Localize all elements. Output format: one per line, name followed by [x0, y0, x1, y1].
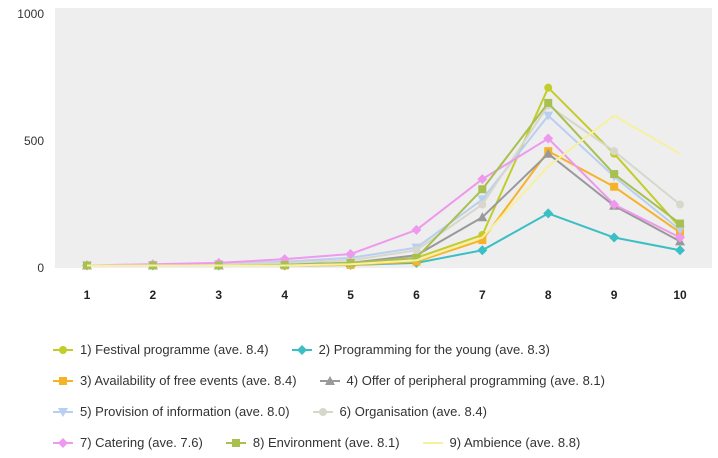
x-tick-label: 5 — [347, 288, 354, 302]
series-9 — [87, 114, 681, 267]
legend-label: 8) Environment (ave. 8.1) — [252, 435, 400, 450]
data-point — [543, 148, 554, 158]
x-tick-label: 10 — [673, 288, 687, 302]
legend-symbol — [324, 375, 335, 385]
data-point — [477, 174, 488, 185]
data-point — [610, 182, 619, 191]
data-point — [610, 147, 619, 156]
data-point — [543, 111, 554, 121]
legend-item-5[interactable]: 5) Provision of information (ave. 8.0) — [52, 404, 290, 419]
x-tick-label: 6 — [413, 288, 420, 302]
series-line — [87, 114, 681, 267]
legend-symbol — [59, 345, 67, 354]
legend-marker — [53, 376, 73, 385]
data-point — [543, 133, 554, 144]
legend-label: 1) Festival programme (ave. 8.4) — [80, 342, 269, 357]
legend-item-9[interactable]: 9) Ambience (ave. 8.8) — [422, 435, 581, 450]
legend-label: 5) Provision of information (ave. 8.0) — [80, 404, 290, 419]
x-tick-label: 3 — [215, 288, 222, 302]
legend-item-2[interactable]: 2) Programming for the young (ave. 8.3) — [291, 342, 550, 357]
legend-marker — [319, 375, 340, 385]
legend-item-4[interactable]: 4) Offer of peripheral programming (ave.… — [319, 373, 605, 388]
data-point — [675, 232, 685, 243]
data-point — [346, 258, 355, 267]
series-layer — [82, 83, 685, 271]
legend-item-8[interactable]: 8) Environment (ave. 8.1) — [225, 435, 400, 450]
data-point — [676, 200, 684, 209]
y-tick-label: 1000 — [17, 7, 44, 21]
data-point — [345, 249, 356, 260]
legend-label: 4) Offer of peripheral programming (ave.… — [346, 373, 605, 388]
x-tick-label: 2 — [150, 288, 157, 302]
legend-label: 6) Organisation (ave. 8.4) — [339, 404, 487, 419]
data-point — [610, 170, 619, 179]
legend-symbol — [318, 407, 327, 416]
data-point — [412, 246, 421, 255]
data-point — [477, 245, 488, 256]
legend-row: 5) Provision of information (ave. 8.0) 6… — [52, 396, 712, 427]
legend-marker — [53, 407, 73, 417]
legend-marker — [291, 344, 312, 355]
legend-marker — [225, 438, 246, 447]
x-tick-label: 4 — [281, 288, 288, 302]
x-tick-label: 9 — [611, 288, 618, 302]
legend-row: 7) Catering (ave. 7.6) 8) Environment (a… — [52, 427, 712, 458]
legend-symbol — [59, 376, 67, 385]
x-tick-label: 7 — [479, 288, 486, 302]
legend-symbol — [296, 344, 307, 355]
legend-marker — [53, 437, 73, 448]
data-point — [412, 253, 421, 262]
legend-item-7[interactable]: 7) Catering (ave. 7.6) — [52, 435, 203, 450]
series-line — [86, 137, 681, 267]
data-point — [477, 212, 488, 222]
x-tick-label: 8 — [545, 288, 552, 302]
data-point — [609, 199, 620, 210]
legend-label: 7) Catering (ave. 7.6) — [80, 435, 203, 450]
y-tick-label: 0 — [37, 261, 44, 275]
plot-area — [55, 8, 712, 268]
data-point — [544, 83, 553, 92]
data-point — [543, 208, 554, 219]
data-point — [544, 98, 553, 107]
data-point — [411, 224, 422, 235]
data-point — [675, 225, 685, 235]
y-axis-ticks: 0 500 1000 — [17, 7, 44, 275]
x-tick-label: 1 — [84, 288, 91, 302]
legend-item-6[interactable]: 6) Organisation (ave. 8.4) — [312, 404, 487, 419]
legend-item-1[interactable]: 1) Festival programme (ave. 8.4) — [52, 342, 269, 357]
data-point — [478, 185, 487, 194]
legend-label: 3) Availability of free events (ave. 8.4… — [80, 373, 297, 388]
legend-symbol — [58, 437, 68, 448]
legend-marker — [53, 345, 73, 354]
y-tick-label: 500 — [24, 134, 44, 148]
legend-marker — [422, 441, 443, 444]
legend-row: 3) Availability of free events (ave. 8.4… — [52, 365, 712, 396]
data-point — [675, 245, 685, 256]
data-point — [477, 195, 488, 205]
legend-marker — [312, 407, 333, 416]
legend-symbol — [231, 438, 240, 447]
data-point — [478, 200, 487, 209]
data-point — [478, 236, 487, 245]
data-point — [609, 232, 620, 243]
legend: 1) Festival programme (ave. 8.4) 2) Prog… — [52, 334, 712, 458]
data-point — [676, 219, 684, 228]
x-axis-ticks: 1 2 3 4 5 6 7 8 9 10 — [84, 288, 687, 302]
line-chart: 0 500 1000 1 2 3 4 5 6 7 8 9 10 — [17, 7, 712, 302]
legend-label: 9) Ambience (ave. 8.8) — [449, 435, 581, 450]
legend-label: 2) Programming for the young (ave. 8.3) — [318, 342, 550, 357]
legend-symbol — [58, 407, 68, 417]
legend-row: 1) Festival programme (ave. 8.4) 2) Prog… — [52, 334, 712, 365]
legend-item-3[interactable]: 3) Availability of free events (ave. 8.4… — [52, 373, 297, 388]
